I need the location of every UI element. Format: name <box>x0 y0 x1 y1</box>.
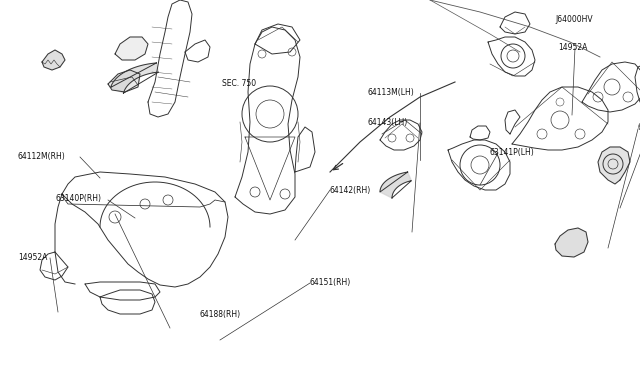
Text: 64151(RH): 64151(RH) <box>310 279 351 288</box>
Polygon shape <box>111 63 159 93</box>
Text: 64152XLH: 64152XLH <box>638 122 640 131</box>
Text: SEC. 750: SEC. 750 <box>222 80 256 89</box>
Text: 64188(RH): 64188(RH) <box>200 310 241 318</box>
Text: 64142(RH): 64142(RH) <box>330 186 371 195</box>
Text: J64000HV: J64000HV <box>555 16 593 25</box>
Polygon shape <box>42 50 65 70</box>
Text: 63140P(RH): 63140P(RH) <box>55 193 101 202</box>
Text: 14952A: 14952A <box>18 253 47 263</box>
Polygon shape <box>115 37 148 60</box>
Polygon shape <box>555 228 588 257</box>
Polygon shape <box>380 172 412 198</box>
Polygon shape <box>598 147 630 184</box>
Text: 14952A: 14952A <box>558 44 588 52</box>
Text: 64112M(RH): 64112M(RH) <box>18 151 66 160</box>
Text: 64113M(LH): 64113M(LH) <box>368 87 415 96</box>
Text: 64143(LH): 64143(LH) <box>368 118 408 126</box>
Polygon shape <box>108 70 140 92</box>
Text: 63141P(LH): 63141P(LH) <box>490 148 535 157</box>
